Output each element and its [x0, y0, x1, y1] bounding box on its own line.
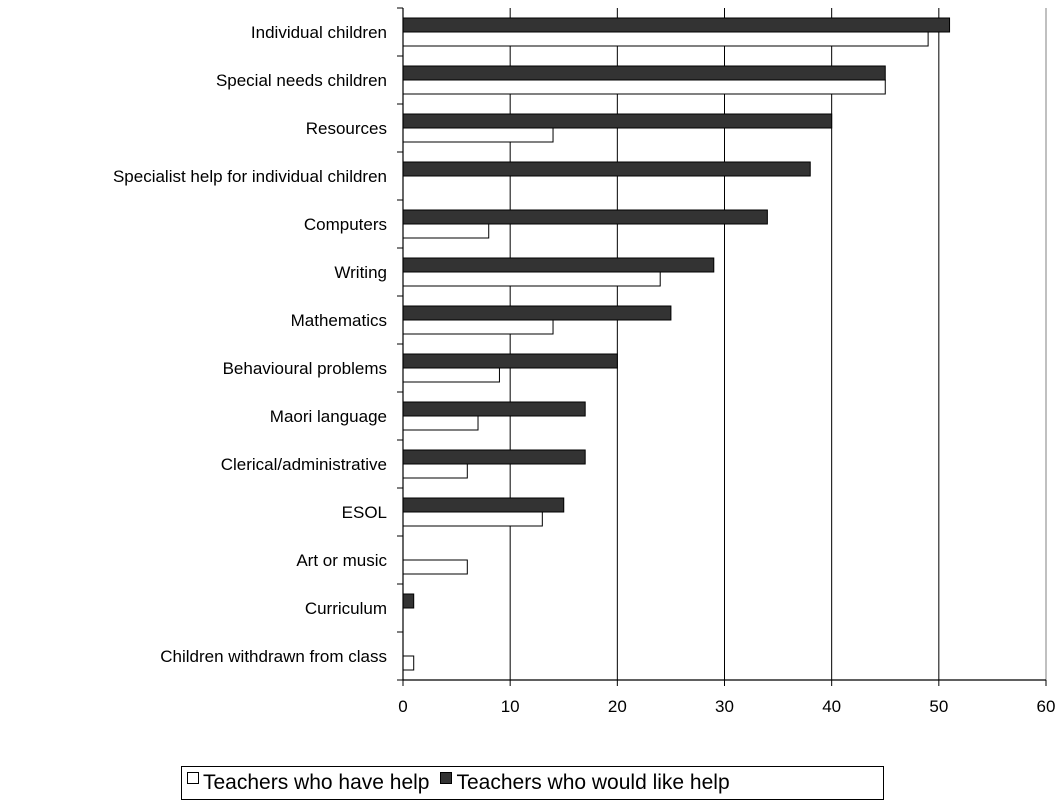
category-label: Art or music — [296, 551, 387, 570]
bar-have-help — [402, 271, 661, 287]
category-label: ESOL — [342, 503, 387, 522]
category-label: Special needs children — [216, 71, 387, 90]
bar-would-like-help — [402, 17, 951, 33]
bar-have-help — [402, 79, 886, 95]
bar-would-like-help — [402, 257, 715, 273]
bar-have-help — [402, 511, 543, 527]
bar-would-like-help — [402, 65, 886, 81]
x-tick-label: 50 — [929, 697, 948, 716]
x-tick-label: 0 — [398, 697, 407, 716]
category-label: Maori language — [270, 407, 387, 426]
category-label: Clerical/administrative — [221, 455, 387, 474]
bar-have-help — [402, 415, 479, 431]
labels: 0 10 20 30 40 50 60 Individual children Special … — [113, 23, 1056, 716]
legend-swatch-would-like-help — [440, 772, 453, 784]
bar-would-like-help — [402, 209, 768, 225]
category-label: Behavioural problems — [223, 359, 387, 378]
bar-would-like-help — [402, 113, 833, 129]
category-label: Individual children — [251, 23, 387, 42]
bar-have-help — [402, 367, 500, 383]
bars — [402, 17, 951, 671]
bar-have-help — [402, 223, 490, 239]
category-label: Writing — [334, 263, 387, 282]
legend-label-have-help: Teachers who have help — [203, 771, 430, 794]
legend-swatch-have-help — [187, 772, 199, 784]
bar-would-like-help — [402, 401, 586, 417]
bar-have-help — [402, 319, 554, 335]
category-label: Computers — [304, 215, 387, 234]
axes — [397, 7, 1047, 686]
legend: Teachers who have help Teachers who woul… — [181, 766, 884, 800]
bar-have-help — [402, 655, 415, 671]
x-tick-label: 10 — [501, 697, 520, 716]
category-label: Children withdrawn from class — [160, 647, 387, 666]
category-label: Specialist help for individual children — [113, 167, 387, 186]
bar-have-help — [402, 559, 468, 575]
bar-would-like-help — [402, 449, 586, 465]
legend-label-would-like-help: Teachers who would like help — [456, 771, 730, 794]
bar-would-like-help — [402, 497, 565, 513]
bar-have-help — [402, 463, 468, 479]
bar-would-like-help — [402, 353, 618, 369]
bar-have-help — [402, 31, 929, 47]
x-tick-label: 30 — [715, 697, 734, 716]
bar-would-like-help — [402, 305, 672, 321]
x-tick-label: 20 — [608, 697, 627, 716]
gridlines — [509, 8, 1047, 680]
x-tick-label: 60 — [1037, 697, 1056, 716]
legend-item-have-help: Teachers who have help — [182, 771, 429, 795]
bar-have-help — [402, 127, 554, 143]
category-label: Resources — [306, 119, 387, 138]
x-tick-label: 40 — [822, 697, 841, 716]
bar-chart: 0 10 20 30 40 50 60 Individual children Special … — [113, 7, 1056, 716]
bar-would-like-help — [402, 161, 811, 177]
bar-would-like-help — [402, 593, 415, 609]
category-label: Curriculum — [305, 599, 387, 618]
legend-item-would-like-help: Teachers who would like help — [435, 771, 730, 795]
category-label: Mathematics — [291, 311, 387, 330]
